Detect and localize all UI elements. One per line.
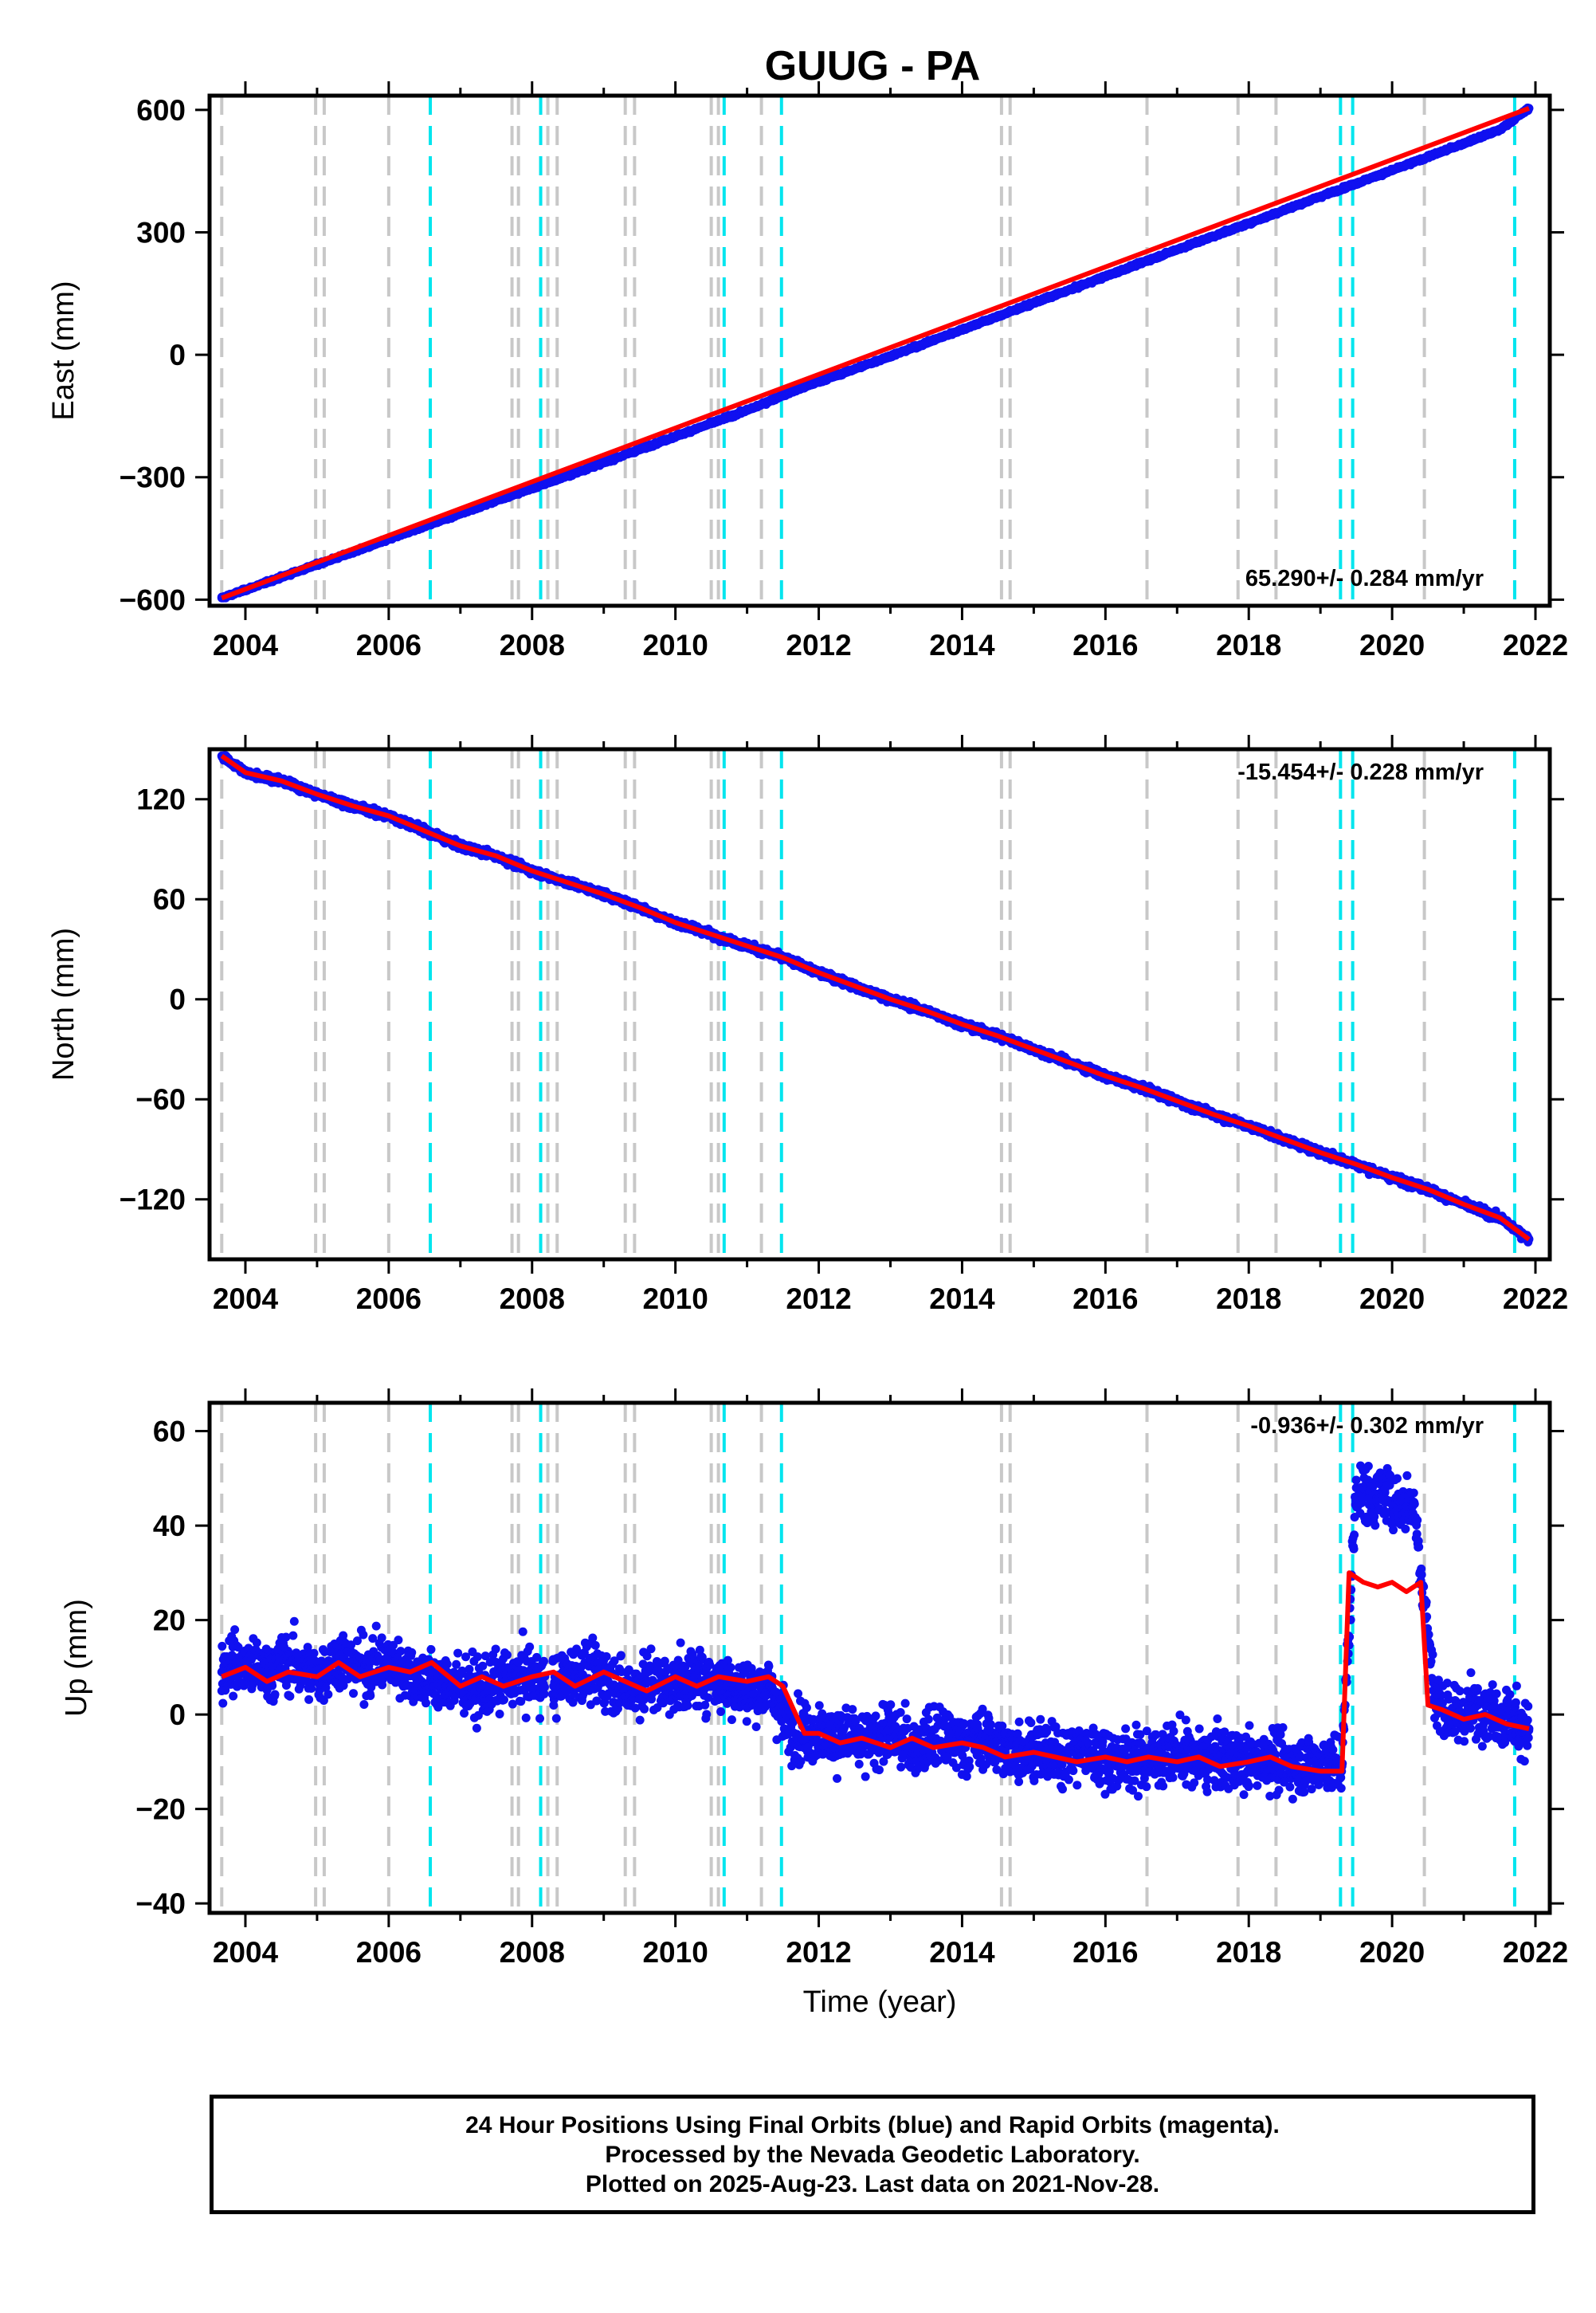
- x-tick-label: 2016: [1072, 629, 1138, 662]
- y-tick-label: 600: [136, 94, 186, 127]
- plot-frame: [207, 93, 1552, 608]
- y-tick-label: 300: [136, 217, 186, 249]
- y-tick-label: −600: [120, 583, 186, 616]
- x-tick-label: 2008: [500, 629, 565, 662]
- y-tick-label: −300: [120, 461, 186, 494]
- y-tick-label: 0: [169, 339, 186, 371]
- x-tick-label: 2004: [213, 629, 279, 662]
- plot-area: [217, 96, 1534, 606]
- panel-north: 2004 2006 2008 2010 2012 2014 2016 2018 2020 2022…: [47, 735, 1568, 1315]
- plot-area: [217, 749, 1534, 1259]
- x-tick-label: 2010: [642, 629, 708, 662]
- x-tick-label: 2012: [786, 629, 851, 662]
- panel-east: 2004 2006 2008 2010 2012 2014 2016 2018 2020 2022…: [47, 81, 1568, 662]
- x-tick-label: 2020: [1359, 629, 1425, 662]
- x-tick-label: 2018: [1216, 629, 1281, 662]
- figure-title: GUUG - PA: [765, 43, 981, 89]
- x-tick-label: 2022: [1503, 629, 1568, 662]
- velocity-label: 65.290+/- 0.284 mm/yr: [1245, 566, 1484, 591]
- model-line: [221, 106, 1530, 601]
- x-tick-label: 2006: [356, 629, 422, 662]
- y-axis-label: East (mm): [47, 281, 80, 420]
- panels: 2004 2006 2008 2010 2012 2014 2016 2018 2020 2022…: [47, 81, 1568, 2019]
- x-tick-label: 2014: [929, 629, 995, 662]
